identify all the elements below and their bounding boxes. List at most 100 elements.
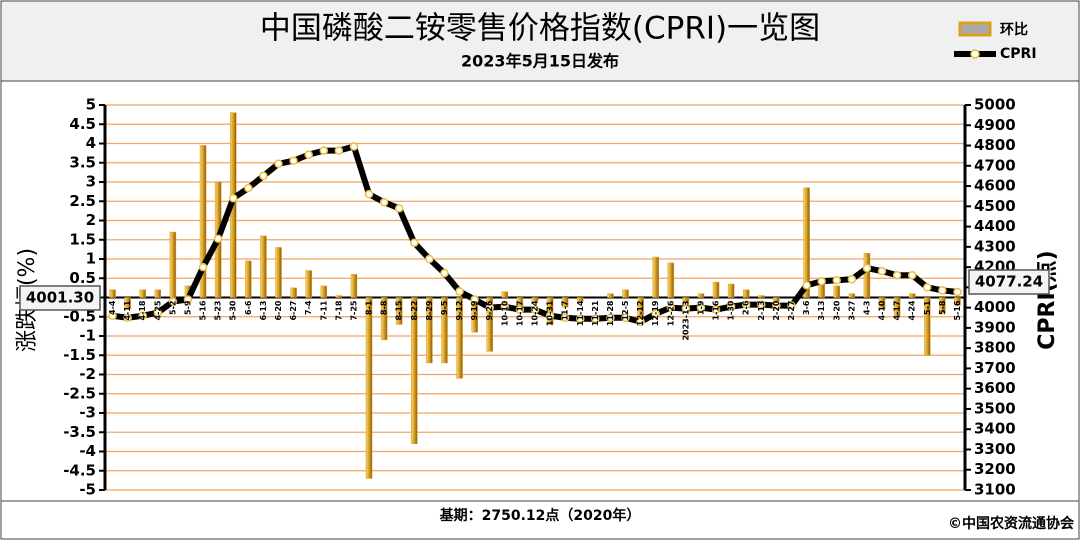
point: [560, 313, 570, 323]
y2-tick-label: 5000: [974, 96, 1016, 114]
bar: [652, 256, 659, 298]
bar: [712, 281, 720, 298]
bar: [139, 289, 146, 298]
x-tick-label: 11-7: [561, 301, 570, 321]
y-tick-label: -4.5: [63, 461, 96, 479]
y2-tick-label: 3600: [974, 379, 1016, 397]
y-tick-label: -0.5: [63, 307, 96, 325]
x-tick-label: 8-15: [395, 300, 404, 320]
bar: [924, 297, 931, 356]
point: [183, 295, 193, 304]
x-tick-label: 2-6: [742, 300, 751, 315]
bar: [169, 231, 177, 298]
point: [213, 234, 223, 243]
y-tick-label: 3.5: [69, 153, 96, 171]
x-tick-label: 5-1: [923, 300, 932, 315]
point: [862, 263, 872, 273]
x-tick-label: 10-31: [546, 300, 555, 326]
bar: [395, 297, 403, 325]
point: [394, 204, 404, 213]
y-tick-label: 2.5: [69, 192, 96, 210]
point: [123, 313, 132, 323]
point: [168, 297, 178, 306]
point: [153, 308, 163, 317]
legend-swatch: [958, 21, 992, 37]
point: [485, 303, 494, 312]
source: ©中国农资流通协会: [948, 515, 1075, 532]
bar: [848, 293, 856, 298]
point: [576, 314, 585, 324]
y2-tick-label: 4000: [974, 298, 1016, 316]
x-tick-label: 9-12: [455, 301, 464, 321]
x-tick-label: 1-9: [696, 300, 705, 315]
x-tick-label: 2-13: [757, 301, 766, 321]
x-tick-label: 8-1: [365, 300, 374, 315]
legend-label: 环比: [1000, 21, 1028, 38]
x-tick-label: 3-6: [802, 300, 811, 315]
bar: [878, 297, 886, 310]
bar: [954, 297, 961, 306]
y-tick-label: 3: [86, 173, 96, 191]
bar: [199, 145, 207, 298]
x-tick-label: 11-21: [591, 300, 600, 326]
point: [757, 300, 766, 309]
point: [711, 305, 721, 314]
x-tick-label: 11-14: [576, 300, 585, 326]
y2-tick-label: 3400: [974, 420, 1016, 438]
point: [334, 146, 344, 155]
y2-tick-label: 4900: [974, 116, 1016, 134]
x-tick-label: 9-19: [470, 300, 479, 320]
chart-subtitle: 2023年5月15日发布: [461, 52, 619, 71]
y2-tick-label: 3500: [974, 399, 1016, 417]
y2-tick-label: 4400: [974, 217, 1016, 235]
point: [923, 283, 932, 292]
point: [425, 254, 434, 264]
annotation: 4077.24: [975, 273, 1043, 291]
y-tick-label: -5: [79, 481, 96, 499]
bar: [486, 297, 493, 352]
y2-axis-label: CPRI(点): [1034, 250, 1060, 350]
y2-tick-label: 3800: [974, 339, 1016, 357]
x-tick-label: 4-17: [893, 301, 902, 321]
bar: [124, 297, 131, 310]
bar: [893, 297, 901, 317]
bar: [245, 260, 252, 298]
y-tick-label: 4: [86, 134, 96, 152]
point: [138, 311, 147, 320]
bar: [833, 285, 841, 298]
annotation-box: [19, 285, 101, 311]
x-tick-label: 2023-1-3: [681, 301, 690, 341]
bar: [320, 285, 328, 298]
y-tick-label: -3.5: [63, 423, 96, 441]
header: [0, 0, 1080, 82]
x-tick-label: 9-26: [485, 300, 494, 320]
bar: [622, 289, 629, 298]
bar: [908, 293, 916, 298]
bar: [939, 297, 946, 314]
x-tick-label: 12-26: [666, 300, 675, 326]
x-tick-label: 8-22: [410, 301, 419, 321]
point: [410, 238, 419, 248]
point: [636, 317, 645, 327]
y2-tick-label: 3200: [974, 460, 1016, 478]
point: [907, 270, 917, 280]
annotation: 4001.30: [26, 289, 94, 307]
x-tick-label: 5-16: [953, 300, 962, 320]
x-tick-label: 8-8: [380, 300, 389, 315]
bar: [275, 247, 282, 298]
point: [606, 313, 615, 323]
x-tick-label: 12-5: [621, 300, 630, 320]
y-tick-label: 4.5: [69, 115, 96, 133]
bar: [290, 287, 297, 298]
point: [802, 281, 811, 290]
point: [500, 302, 510, 311]
y-tick-label: 1.5: [69, 230, 96, 248]
x-tick-label: 5-9: [183, 300, 192, 315]
x-tick-label: 4-10: [878, 300, 887, 320]
x-tick-label: 5-8: [938, 300, 947, 315]
y2-tick-label: 3100: [974, 481, 1016, 499]
x-tick-label: 4-18: [138, 300, 147, 320]
bar: [456, 297, 463, 379]
footer: 基期：2750.12点（2020年）: [440, 507, 641, 524]
x-tick-label: 5-23: [214, 301, 223, 321]
